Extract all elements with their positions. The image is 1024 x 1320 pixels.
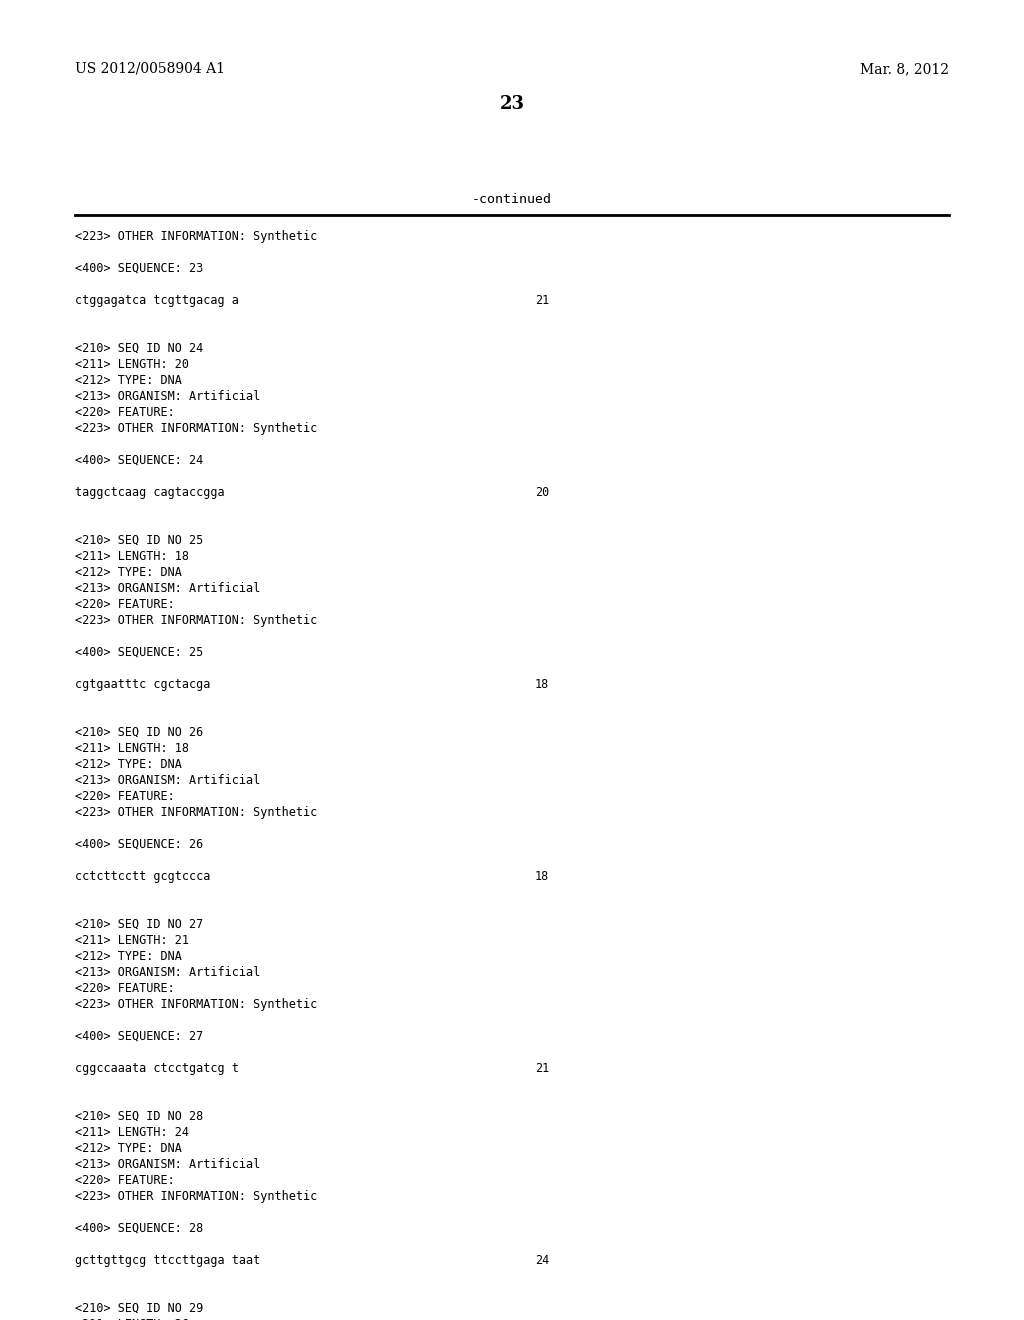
Text: -continued: -continued	[472, 193, 552, 206]
Text: <210> SEQ ID NO 29: <210> SEQ ID NO 29	[75, 1302, 203, 1315]
Text: <220> FEATURE:: <220> FEATURE:	[75, 407, 175, 418]
Text: <213> ORGANISM: Artificial: <213> ORGANISM: Artificial	[75, 966, 260, 979]
Text: ctggagatca tcgttgacag a: ctggagatca tcgttgacag a	[75, 294, 239, 308]
Text: <212> TYPE: DNA: <212> TYPE: DNA	[75, 374, 182, 387]
Text: <223> OTHER INFORMATION: Synthetic: <223> OTHER INFORMATION: Synthetic	[75, 998, 317, 1011]
Text: <213> ORGANISM: Artificial: <213> ORGANISM: Artificial	[75, 389, 260, 403]
Text: <211> LENGTH: 24: <211> LENGTH: 24	[75, 1126, 189, 1139]
Text: 20: 20	[535, 486, 549, 499]
Text: 18: 18	[535, 678, 549, 690]
Text: <400> SEQUENCE: 23: <400> SEQUENCE: 23	[75, 261, 203, 275]
Text: <400> SEQUENCE: 25: <400> SEQUENCE: 25	[75, 645, 203, 659]
Text: <223> OTHER INFORMATION: Synthetic: <223> OTHER INFORMATION: Synthetic	[75, 1191, 317, 1203]
Text: <400> SEQUENCE: 28: <400> SEQUENCE: 28	[75, 1222, 203, 1236]
Text: 18: 18	[535, 870, 549, 883]
Text: Mar. 8, 2012: Mar. 8, 2012	[860, 62, 949, 77]
Text: <400> SEQUENCE: 27: <400> SEQUENCE: 27	[75, 1030, 203, 1043]
Text: <220> FEATURE:: <220> FEATURE:	[75, 1173, 175, 1187]
Text: <223> OTHER INFORMATION: Synthetic: <223> OTHER INFORMATION: Synthetic	[75, 230, 317, 243]
Text: gcttgttgcg ttccttgaga taat: gcttgttgcg ttccttgaga taat	[75, 1254, 260, 1267]
Text: cgtgaatttc cgctacga: cgtgaatttc cgctacga	[75, 678, 210, 690]
Text: <212> TYPE: DNA: <212> TYPE: DNA	[75, 758, 182, 771]
Text: cggccaaata ctcctgatcg t: cggccaaata ctcctgatcg t	[75, 1063, 239, 1074]
Text: <213> ORGANISM: Artificial: <213> ORGANISM: Artificial	[75, 582, 260, 595]
Text: <211> LENGTH: 20: <211> LENGTH: 20	[75, 358, 189, 371]
Text: <223> OTHER INFORMATION: Synthetic: <223> OTHER INFORMATION: Synthetic	[75, 807, 317, 818]
Text: 24: 24	[535, 1254, 549, 1267]
Text: <213> ORGANISM: Artificial: <213> ORGANISM: Artificial	[75, 774, 260, 787]
Text: 21: 21	[535, 1063, 549, 1074]
Text: US 2012/0058904 A1: US 2012/0058904 A1	[75, 62, 225, 77]
Text: <211> LENGTH: 18: <211> LENGTH: 18	[75, 742, 189, 755]
Text: <220> FEATURE:: <220> FEATURE:	[75, 789, 175, 803]
Text: <210> SEQ ID NO 28: <210> SEQ ID NO 28	[75, 1110, 203, 1123]
Text: cctcttcctt gcgtccca: cctcttcctt gcgtccca	[75, 870, 210, 883]
Text: <400> SEQUENCE: 26: <400> SEQUENCE: 26	[75, 838, 203, 851]
Text: <210> SEQ ID NO 24: <210> SEQ ID NO 24	[75, 342, 203, 355]
Text: 21: 21	[535, 294, 549, 308]
Text: taggctcaag cagtaccgga: taggctcaag cagtaccgga	[75, 486, 224, 499]
Text: <211> LENGTH: 18: <211> LENGTH: 18	[75, 550, 189, 564]
Text: <211> LENGTH: 21: <211> LENGTH: 21	[75, 935, 189, 946]
Text: <210> SEQ ID NO 25: <210> SEQ ID NO 25	[75, 535, 203, 546]
Text: <223> OTHER INFORMATION: Synthetic: <223> OTHER INFORMATION: Synthetic	[75, 422, 317, 436]
Text: <210> SEQ ID NO 27: <210> SEQ ID NO 27	[75, 917, 203, 931]
Text: <213> ORGANISM: Artificial: <213> ORGANISM: Artificial	[75, 1158, 260, 1171]
Text: <220> FEATURE:: <220> FEATURE:	[75, 598, 175, 611]
Text: <212> TYPE: DNA: <212> TYPE: DNA	[75, 950, 182, 964]
Text: 23: 23	[500, 95, 524, 114]
Text: <212> TYPE: DNA: <212> TYPE: DNA	[75, 566, 182, 579]
Text: <210> SEQ ID NO 26: <210> SEQ ID NO 26	[75, 726, 203, 739]
Text: <211> LENGTH: 26: <211> LENGTH: 26	[75, 1317, 189, 1320]
Text: <212> TYPE: DNA: <212> TYPE: DNA	[75, 1142, 182, 1155]
Text: <220> FEATURE:: <220> FEATURE:	[75, 982, 175, 995]
Text: <223> OTHER INFORMATION: Synthetic: <223> OTHER INFORMATION: Synthetic	[75, 614, 317, 627]
Text: <400> SEQUENCE: 24: <400> SEQUENCE: 24	[75, 454, 203, 467]
